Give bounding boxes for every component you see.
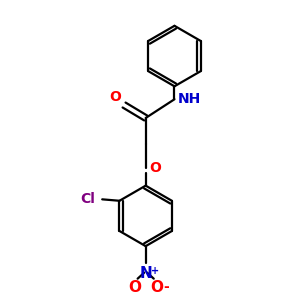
Text: O: O [149,161,161,176]
Text: -: - [163,280,169,294]
Text: O: O [109,90,121,104]
Text: NH: NH [178,92,201,106]
Text: Cl: Cl [80,192,95,206]
Text: N: N [139,266,152,281]
Text: O: O [128,280,141,295]
Text: +: + [151,266,159,276]
Text: O: O [150,280,163,295]
